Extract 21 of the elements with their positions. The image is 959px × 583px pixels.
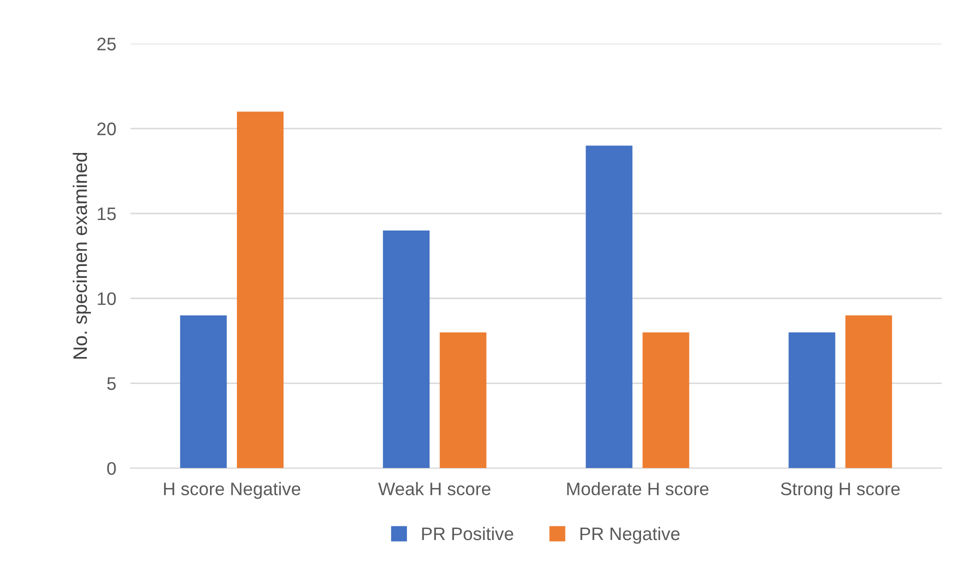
y-tick-label: 20 xyxy=(97,122,116,136)
legend-label: PR Positive xyxy=(422,526,514,540)
bar xyxy=(586,146,632,468)
y-tick-label: 25 xyxy=(97,38,116,50)
y-tick-label: 0 xyxy=(107,462,116,475)
y-axis-title: No. specimen examined xyxy=(72,152,91,359)
bar xyxy=(180,315,227,468)
y-tick-label: 15 xyxy=(98,208,116,220)
y-tick-label: 10 xyxy=(98,292,116,306)
x-tick-label: Weak H score xyxy=(378,482,490,496)
legend-label: PR Negative xyxy=(580,526,680,544)
x-tick-label: H score Negative xyxy=(164,482,300,499)
bar xyxy=(382,230,430,468)
bar xyxy=(642,332,690,468)
bar xyxy=(845,315,892,468)
bar xyxy=(788,332,836,468)
bar xyxy=(236,112,284,468)
y-tick-label: 5 xyxy=(107,377,116,390)
x-tick-label: Moderate H score xyxy=(567,482,708,496)
bar xyxy=(440,332,486,468)
x-tick-label: Strong H score xyxy=(780,482,900,499)
